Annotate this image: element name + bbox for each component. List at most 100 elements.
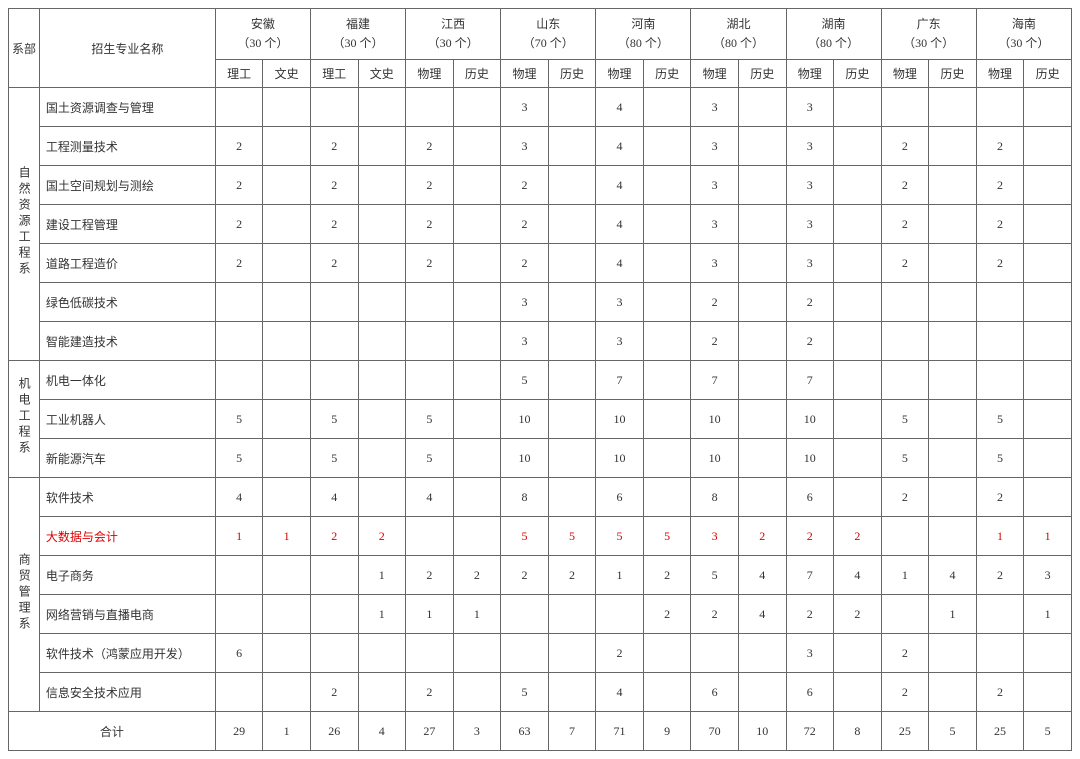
major-cell: 国土资源调查与管理 bbox=[39, 88, 215, 127]
data-cell: 2 bbox=[643, 556, 691, 595]
major-cell: 工业机器人 bbox=[39, 400, 215, 439]
data-cell bbox=[453, 361, 501, 400]
data-cell: 5 bbox=[215, 400, 263, 439]
data-cell: 2 bbox=[976, 205, 1024, 244]
data-cell: 4 bbox=[406, 478, 454, 517]
data-cell: 5 bbox=[215, 439, 263, 478]
data-cell: 5 bbox=[406, 400, 454, 439]
header-sub: 物理 bbox=[881, 60, 929, 88]
data-cell bbox=[358, 127, 406, 166]
header-province: 福建（30 个） bbox=[310, 9, 405, 60]
data-cell bbox=[738, 400, 786, 439]
dept-cell: 商贸管理系 bbox=[9, 478, 40, 712]
data-cell bbox=[738, 244, 786, 283]
data-cell: 2 bbox=[406, 205, 454, 244]
data-cell bbox=[738, 322, 786, 361]
header-province: 海南（30 个） bbox=[976, 9, 1071, 60]
data-cell: 3 bbox=[501, 127, 549, 166]
data-cell bbox=[643, 244, 691, 283]
data-cell: 2 bbox=[501, 556, 549, 595]
data-cell bbox=[406, 322, 454, 361]
data-cell bbox=[263, 478, 311, 517]
data-cell: 1 bbox=[358, 556, 406, 595]
data-cell: 2 bbox=[406, 244, 454, 283]
total-cell: 63 bbox=[501, 712, 549, 751]
data-cell bbox=[263, 400, 311, 439]
total-cell: 1 bbox=[263, 712, 311, 751]
total-cell: 7 bbox=[548, 712, 596, 751]
data-cell bbox=[976, 322, 1024, 361]
data-cell: 4 bbox=[596, 127, 644, 166]
total-cell: 71 bbox=[596, 712, 644, 751]
data-cell bbox=[310, 556, 358, 595]
total-cell: 25 bbox=[976, 712, 1024, 751]
data-cell: 2 bbox=[834, 517, 882, 556]
data-cell bbox=[406, 361, 454, 400]
data-cell bbox=[263, 361, 311, 400]
data-cell: 5 bbox=[406, 439, 454, 478]
data-cell bbox=[358, 283, 406, 322]
major-cell: 国土空间规划与测绘 bbox=[39, 166, 215, 205]
data-cell bbox=[548, 634, 596, 673]
data-cell: 2 bbox=[786, 283, 834, 322]
total-cell: 5 bbox=[929, 712, 977, 751]
data-cell bbox=[358, 673, 406, 712]
data-cell bbox=[215, 556, 263, 595]
total-cell: 72 bbox=[786, 712, 834, 751]
data-cell bbox=[738, 283, 786, 322]
data-cell: 2 bbox=[881, 478, 929, 517]
data-cell: 4 bbox=[596, 205, 644, 244]
data-cell: 2 bbox=[881, 673, 929, 712]
data-cell: 4 bbox=[596, 88, 644, 127]
major-cell: 建设工程管理 bbox=[39, 205, 215, 244]
data-cell bbox=[453, 478, 501, 517]
data-cell: 2 bbox=[976, 478, 1024, 517]
data-cell: 2 bbox=[976, 166, 1024, 205]
data-cell bbox=[215, 361, 263, 400]
data-cell bbox=[263, 166, 311, 205]
table-row: 电子商务122221254741423 bbox=[9, 556, 1072, 595]
header-province: 湖北（80 个） bbox=[691, 9, 786, 60]
header-sub: 文史 bbox=[263, 60, 311, 88]
header-province: 广东（30 个） bbox=[881, 9, 976, 60]
data-cell bbox=[929, 478, 977, 517]
data-cell bbox=[643, 322, 691, 361]
data-cell: 2 bbox=[786, 595, 834, 634]
data-cell bbox=[643, 127, 691, 166]
table-row: 机电工程系机电一体化5777 bbox=[9, 361, 1072, 400]
data-cell bbox=[548, 166, 596, 205]
data-cell: 2 bbox=[691, 595, 739, 634]
data-cell bbox=[834, 478, 882, 517]
data-cell bbox=[643, 400, 691, 439]
data-cell bbox=[834, 361, 882, 400]
data-cell: 5 bbox=[881, 439, 929, 478]
data-cell bbox=[881, 322, 929, 361]
table-row: 大数据与会计11225555322211 bbox=[9, 517, 1072, 556]
data-cell: 7 bbox=[596, 361, 644, 400]
data-cell bbox=[215, 88, 263, 127]
data-cell bbox=[263, 88, 311, 127]
data-cell: 4 bbox=[738, 556, 786, 595]
data-cell bbox=[976, 88, 1024, 127]
data-cell bbox=[406, 283, 454, 322]
enrollment-table: 系部招生专业名称安徽（30 个）福建（30 个）江西（30 个）山东（70 个）… bbox=[8, 8, 1072, 751]
data-cell bbox=[976, 595, 1024, 634]
data-cell bbox=[929, 517, 977, 556]
header-sub: 物理 bbox=[786, 60, 834, 88]
total-cell: 4 bbox=[358, 712, 406, 751]
data-cell bbox=[976, 361, 1024, 400]
data-cell bbox=[358, 439, 406, 478]
data-cell bbox=[358, 400, 406, 439]
data-cell: 3 bbox=[786, 166, 834, 205]
data-cell: 4 bbox=[596, 244, 644, 283]
data-cell bbox=[548, 205, 596, 244]
data-cell bbox=[358, 205, 406, 244]
total-cell: 25 bbox=[881, 712, 929, 751]
data-cell: 2 bbox=[406, 127, 454, 166]
data-cell bbox=[976, 283, 1024, 322]
data-cell bbox=[643, 205, 691, 244]
data-cell: 2 bbox=[310, 166, 358, 205]
data-cell bbox=[453, 88, 501, 127]
data-cell: 1 bbox=[1024, 595, 1072, 634]
major-cell: 软件技术（鸿蒙应用开发） bbox=[39, 634, 215, 673]
